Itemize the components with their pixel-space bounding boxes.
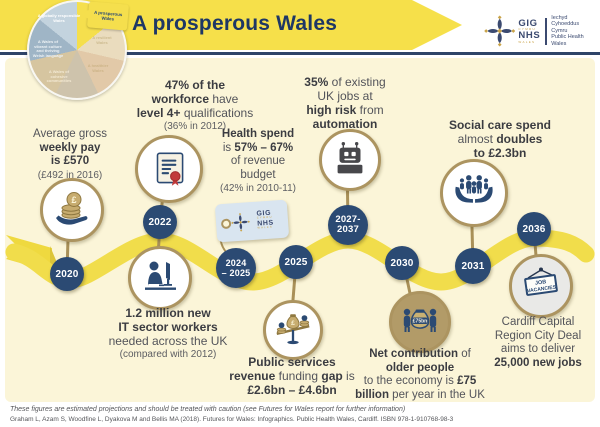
timeline-year-2036: 2036	[517, 212, 551, 246]
stat-health-spend: Health spend is 57% – 67% of revenue bud…	[220, 128, 296, 194]
logo-gig: GIG	[518, 17, 538, 29]
public-health-wales-label: Iechyd Cyhoeddus Cymru Public Health Wal…	[551, 14, 584, 47]
footer-caution-note: These figures are estimated projections …	[10, 406, 406, 413]
timeline-year-2031: 2031	[455, 248, 491, 284]
wheel-segment-label: A globally responsible Wales	[37, 13, 81, 23]
caring-hands-family-icon	[440, 159, 508, 227]
wheel-segment-label: A healthier Wales	[87, 63, 109, 73]
nhs-wales-tag: GIG CYMRU NHS WALES	[214, 199, 290, 243]
older-people-contribution-icon: £75bn	[389, 291, 451, 353]
nhs-wales-wordmark: GIG CYMRU NHS WALES	[518, 17, 541, 44]
svg-text:£75bn: £75bn	[413, 318, 427, 324]
timeline-year-2030: 2030	[385, 246, 419, 280]
page-title: A prosperous Wales	[132, 12, 338, 35]
stat-it-workers: 1.2 million new IT sector workers needed…	[108, 306, 228, 360]
timeline-year-2020: 2020	[50, 257, 84, 291]
stat-funding-gap: Public services revenue funding gap is £…	[229, 355, 355, 397]
stat-automation: 35% of existing UK jobs at high risk fro…	[304, 75, 386, 131]
stat-cardiff-city-deal: Cardiff Capital Region City Deal aims to…	[494, 316, 582, 369]
wheel-segment-label: A Wales of cohesive communities	[46, 69, 72, 84]
job-vacancies-sign-icon: JOB VACANCIES	[509, 254, 573, 318]
svg-text:£: £	[291, 320, 295, 327]
tag-hole	[220, 218, 232, 230]
svg-text:£: £	[71, 195, 76, 205]
wheel-segment-label: A Wales of vibrant culture and thriving …	[32, 39, 64, 58]
logo-cymru: CYMRU	[518, 27, 536, 31]
svg-text:JOB: JOB	[535, 279, 547, 287]
stat-qualifications: 47% of the workforce have level 4+ quali…	[136, 78, 254, 132]
nhs-cross-icon	[231, 212, 250, 232]
timeline-year-2024-2025: 2024– 2025	[216, 248, 256, 288]
prosperous-wales-puzzle-piece: A prosperous Wales	[83, 1, 130, 31]
certificate-icon	[135, 135, 203, 203]
wheel-segment-label: A resilient Wales	[92, 35, 112, 45]
logo-wales: WALES	[518, 39, 536, 44]
logo-divider	[545, 17, 548, 45]
nhs-wales-logo: GIG CYMRU NHS WALES Iechyd Cyhoeddus Cym…	[484, 14, 596, 48]
svg-text:VACANCIES: VACANCIES	[527, 284, 557, 294]
scales-money-icon: £	[263, 300, 323, 360]
it-worker-icon	[128, 246, 192, 310]
robot-icon	[319, 129, 381, 191]
timeline-year-2025: 2025	[279, 245, 313, 279]
stat-weekly-pay: Average gross weekly pay is £570 (£492 i…	[33, 128, 107, 181]
nhs-cross-icon	[484, 15, 516, 47]
header-arrow-shape	[412, 0, 462, 50]
stat-older-people: Net contribution of older people to the …	[355, 348, 485, 401]
stat-social-care: Social care spend almost doubles to £2.3…	[448, 118, 552, 160]
coins-in-hand-icon: £	[40, 178, 104, 242]
footer-citation: Graham L, Azam S, Woodfine L, Dyakova M …	[10, 416, 454, 423]
timeline-year-2027-2037: 2027- 2037	[328, 205, 368, 245]
timeline-year-2022: 2022	[143, 205, 177, 239]
wellbeing-goals-wheel: A globally responsible Wales A Wales of …	[27, 0, 127, 100]
logo-nhs: NHS	[518, 30, 541, 41]
header-divider-line	[0, 52, 600, 55]
